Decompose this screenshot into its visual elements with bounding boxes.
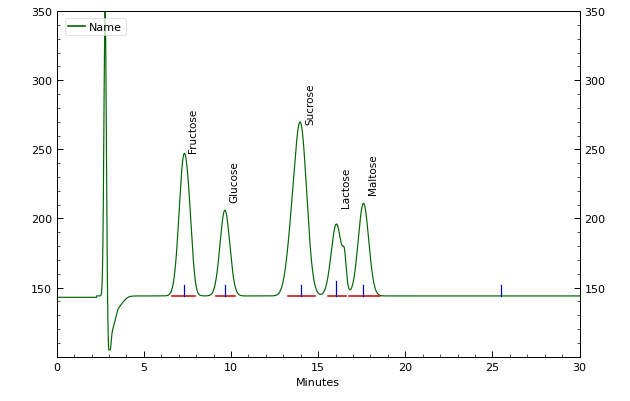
Text: Maltose: Maltose	[368, 154, 378, 194]
Text: Glucose: Glucose	[229, 161, 239, 203]
Text: Sucrose: Sucrose	[305, 84, 315, 125]
X-axis label: Minutes: Minutes	[296, 377, 340, 387]
Text: Fructose: Fructose	[188, 109, 198, 153]
Text: Lactose: Lactose	[341, 168, 351, 208]
Legend: Name: Name	[65, 19, 125, 36]
